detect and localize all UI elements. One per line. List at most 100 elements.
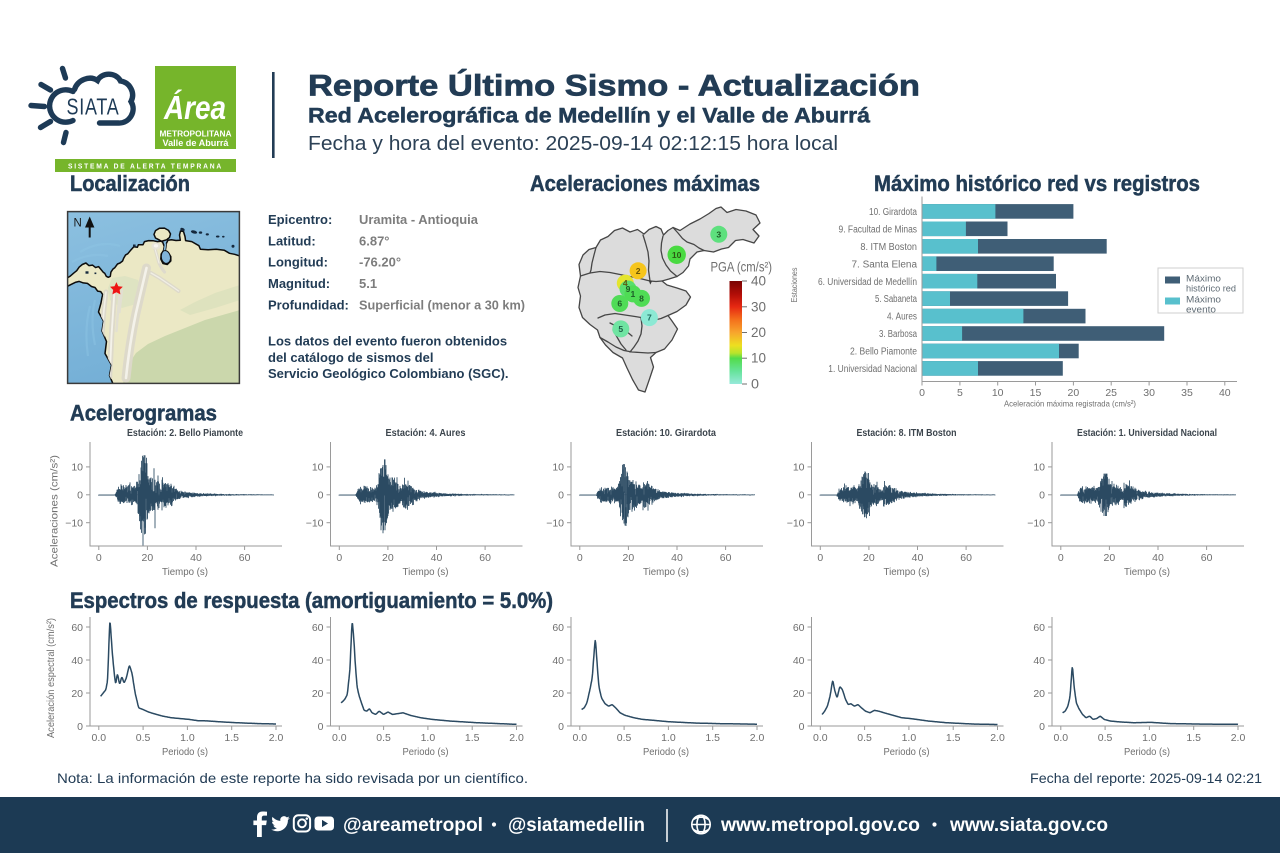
svg-text:Red Acelerográfica de Medellín: Red Acelerográfica de Medellín y el Vall…	[308, 105, 870, 128]
svg-text:N: N	[74, 218, 82, 230]
svg-text:20: 20	[552, 688, 564, 700]
svg-text:10: 10	[71, 462, 83, 474]
svg-text:0.0: 0.0	[1053, 732, 1068, 744]
svg-text:Tiempo (s): Tiempo (s)	[884, 566, 930, 578]
svg-text:Estación: 8. ITM Boston: Estación: 8. ITM Boston	[857, 428, 957, 439]
svg-text:40: 40	[431, 552, 443, 564]
svg-text:@areametropol: @areametropol	[343, 815, 483, 836]
svg-text:0: 0	[817, 552, 823, 564]
svg-text:20: 20	[142, 552, 154, 564]
svg-text:1.0: 1.0	[661, 732, 676, 744]
svg-text:−10: −10	[306, 518, 324, 530]
svg-text:Tiempo (s): Tiempo (s)	[403, 566, 449, 578]
svg-text:1: 1	[631, 289, 636, 299]
svg-text:Aceleraciones (cm/s²): Aceleraciones (cm/s²)	[50, 455, 61, 567]
svg-text:METROPOLITANA: METROPOLITANA	[160, 130, 232, 139]
svg-text:20: 20	[623, 552, 635, 564]
svg-text:Estaciones: Estaciones	[789, 268, 799, 303]
svg-text:7. Santa Elena: 7. Santa Elena	[852, 259, 918, 270]
svg-text:Fecha del reporte: 2025-09-14: Fecha del reporte: 2025-09-14 02:21	[1030, 770, 1262, 786]
svg-text:histórico red: histórico red	[1186, 284, 1236, 294]
svg-text:Aceleraciones máximas: Aceleraciones máximas	[530, 171, 760, 196]
svg-text:10: 10	[992, 387, 1004, 399]
svg-text:0: 0	[799, 721, 805, 733]
svg-text:Tiempo (s): Tiempo (s)	[162, 566, 208, 578]
svg-text:20: 20	[312, 688, 324, 700]
svg-text:1.0: 1.0	[902, 732, 917, 744]
svg-text:60: 60	[1033, 622, 1045, 634]
svg-text:0: 0	[799, 490, 805, 502]
svg-text:Periodo (s): Periodo (s)	[403, 746, 449, 758]
svg-text:2.0: 2.0	[509, 732, 524, 744]
svg-text:Uramita - Antioquia: Uramita - Antioquia	[359, 212, 479, 227]
svg-text:−10: −10	[65, 518, 83, 530]
svg-text:Magnitud:: Magnitud:	[268, 276, 330, 291]
svg-text:0.0: 0.0	[813, 732, 828, 744]
svg-text:0.0: 0.0	[572, 732, 587, 744]
svg-text:40: 40	[1152, 552, 1164, 564]
svg-text:SISTEMA DE ALERTA TEMPRANA: SISTEMA DE ALERTA TEMPRANA	[68, 162, 223, 171]
svg-text:1. Universidad Nacional: 1. Universidad Nacional	[828, 364, 917, 375]
svg-text:60: 60	[1201, 552, 1213, 564]
svg-text:40: 40	[552, 655, 564, 667]
svg-text:20: 20	[793, 688, 805, 700]
svg-text:www.siata.gov.co: www.siata.gov.co	[949, 815, 1108, 836]
svg-text:6: 6	[617, 299, 622, 309]
svg-text:10: 10	[672, 250, 682, 260]
svg-text:Reporte Último Sismo - Actuali: Reporte Último Sismo - Actualización	[308, 69, 920, 103]
svg-text:−10: −10	[546, 518, 564, 530]
svg-text:60: 60	[552, 622, 564, 634]
svg-text:0.5: 0.5	[376, 732, 391, 744]
svg-text:1.5: 1.5	[465, 732, 480, 744]
svg-text:Máximo: Máximo	[1186, 295, 1221, 305]
svg-text:20: 20	[751, 325, 766, 340]
svg-text:2. Bello Piamonte: 2. Bello Piamonte	[850, 347, 917, 358]
svg-text:0.0: 0.0	[91, 732, 106, 744]
svg-text:40: 40	[1219, 387, 1231, 399]
svg-text:0: 0	[1058, 552, 1064, 564]
svg-text:Profundidad:: Profundidad:	[268, 297, 349, 312]
svg-text:40: 40	[71, 655, 83, 667]
svg-text:Periodo (s): Periodo (s)	[162, 746, 208, 758]
svg-text:40: 40	[190, 552, 202, 564]
svg-text:0: 0	[77, 490, 83, 502]
svg-text:Estación: 4. Aures: Estación: 4. Aures	[386, 428, 466, 439]
svg-text:Latitud:: Latitud:	[268, 233, 316, 248]
svg-text:25: 25	[1105, 387, 1117, 399]
svg-text:6. Universidad de Medellín: 6. Universidad de Medellín	[818, 277, 917, 288]
svg-text:30: 30	[1143, 387, 1155, 399]
svg-text:0: 0	[1039, 721, 1045, 733]
svg-text:1.0: 1.0	[180, 732, 195, 744]
svg-text:Epicentro:: Epicentro:	[268, 212, 332, 227]
svg-text:20: 20	[863, 552, 875, 564]
svg-text:40: 40	[793, 655, 805, 667]
svg-text:40: 40	[312, 655, 324, 667]
svg-text:Estación: 2. Bello Piamonte: Estación: 2. Bello Piamonte	[127, 428, 244, 439]
svg-text:0.0: 0.0	[332, 732, 347, 744]
svg-text:1.0: 1.0	[1142, 732, 1157, 744]
svg-text:5: 5	[618, 324, 623, 334]
svg-text:0: 0	[577, 552, 583, 564]
svg-text:del catálogo de sismos del: del catálogo de sismos del	[268, 350, 433, 365]
svg-text:3: 3	[716, 229, 721, 239]
svg-text:35: 35	[1181, 387, 1193, 399]
svg-text:Tiempo (s): Tiempo (s)	[1124, 566, 1170, 578]
svg-text:SIATA: SIATA	[67, 94, 120, 120]
svg-text:2: 2	[636, 266, 641, 276]
svg-text:20: 20	[71, 688, 83, 700]
svg-text:5: 5	[957, 387, 963, 399]
svg-text:Localización: Localización	[70, 171, 190, 196]
svg-text:0: 0	[919, 387, 925, 399]
svg-text:8: 8	[639, 294, 644, 304]
svg-text:3. Barbosa: 3. Barbosa	[879, 329, 917, 340]
svg-text:60: 60	[239, 552, 251, 564]
svg-text:Máximo histórico red vs regist: Máximo histórico red vs registros	[874, 171, 1200, 196]
svg-text:60: 60	[71, 622, 83, 634]
svg-text:2.0: 2.0	[990, 732, 1005, 744]
svg-text:1.5: 1.5	[946, 732, 961, 744]
svg-text:@siatamedellin: @siatamedellin	[508, 815, 645, 836]
svg-text:40: 40	[671, 552, 683, 564]
svg-text:Servicio Geológico Colombiano: Servicio Geológico Colombiano (SGC).	[268, 366, 509, 381]
svg-text:60: 60	[793, 622, 805, 634]
svg-text:0: 0	[1039, 490, 1045, 502]
